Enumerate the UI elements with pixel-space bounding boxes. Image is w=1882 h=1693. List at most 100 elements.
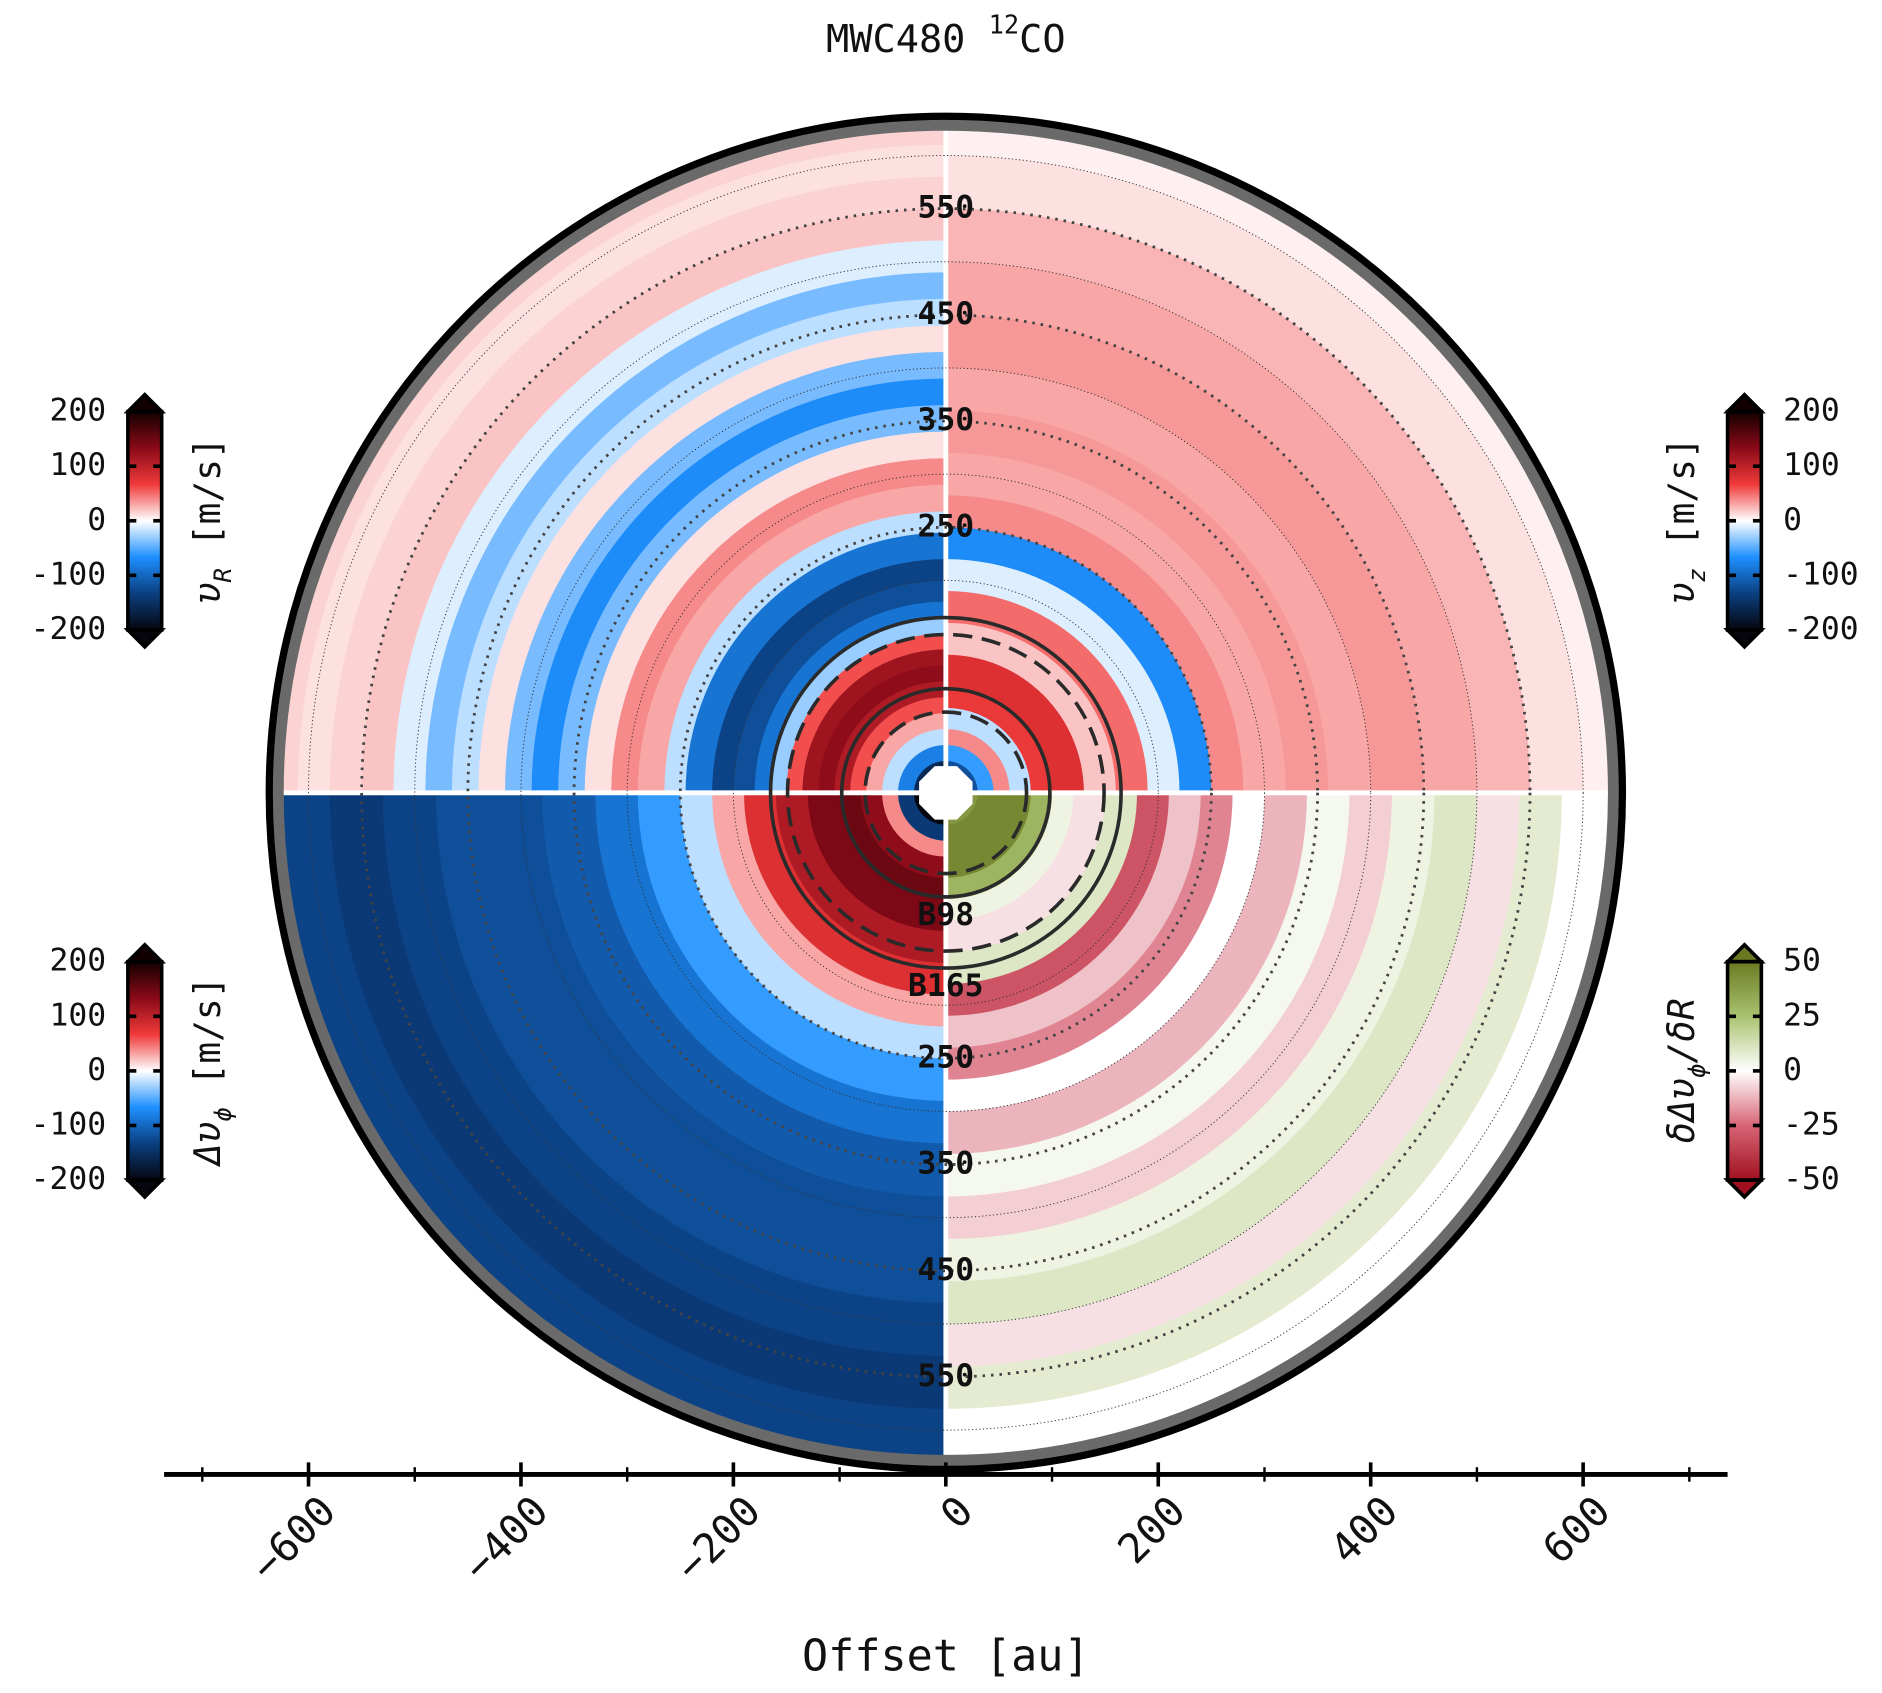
x-tick-label: 0	[931, 1487, 982, 1538]
x-axis-label: Offset [au]	[802, 1632, 1090, 1682]
annulus	[881, 728, 946, 793]
annulus	[382, 792, 946, 1357]
colorbar-tick-label: 0	[1783, 502, 1802, 538]
annulus	[637, 792, 946, 1102]
annulus	[541, 792, 946, 1198]
annulus	[945, 792, 1478, 1325]
grid-circle	[520, 367, 1372, 1219]
x-tick-label: −200	[666, 1487, 770, 1591]
annulus	[945, 314, 1425, 793]
annulus	[711, 558, 946, 793]
x-tick-label: 600	[1533, 1487, 1619, 1573]
colorbar-label-part: Δυ	[186, 1122, 229, 1168]
ring-label: 550	[918, 190, 975, 226]
annulus	[435, 792, 946, 1304]
colorbar-extend-max	[1723, 942, 1766, 964]
colorbar-extend-min	[123, 628, 167, 650]
colorbar-tick-label: 200	[1783, 393, 1840, 429]
colorbar-label-part: [m/s]	[186, 976, 229, 1107]
annulus	[945, 792, 1053, 900]
annulus	[945, 452, 1287, 793]
annulus	[945, 792, 1032, 879]
colorbar-label-part: [m/s]	[1660, 437, 1703, 568]
annulus	[753, 600, 946, 793]
annulus	[945, 654, 1085, 793]
annulus	[945, 261, 1478, 793]
ring-label: 250	[918, 1039, 975, 1075]
annulus	[477, 324, 946, 793]
grid-circle	[308, 155, 1584, 1431]
colorbar-tick-label: -100	[31, 556, 107, 592]
colorbar-tick-label: -100	[31, 1106, 107, 1142]
annulus	[945, 792, 1202, 1049]
colorbar-label: δΔυϕ/δR	[1660, 998, 1711, 1143]
annulus	[945, 792, 1106, 953]
annulus	[392, 239, 946, 793]
x-tick-label: −600	[241, 1487, 345, 1591]
annulus	[637, 484, 946, 793]
annulus	[945, 792, 1563, 1410]
colorbar-label: Δυϕ [m/s]	[186, 976, 237, 1167]
grid-circle	[414, 261, 1478, 1325]
annulus	[610, 457, 946, 793]
annulus	[945, 207, 1531, 793]
annulus	[945, 367, 1372, 793]
annulus	[945, 622, 1117, 793]
colorbar-tick-label: 200	[50, 943, 107, 979]
annulus	[583, 430, 946, 793]
annulus	[504, 351, 946, 793]
x-tick-label: 200	[1109, 1487, 1195, 1573]
annulus	[945, 590, 1149, 793]
annulus	[594, 792, 946, 1145]
colorbar-tick-label: 100	[50, 997, 107, 1033]
ring-label: 450	[918, 296, 975, 332]
title-sup: 12	[989, 10, 1020, 40]
colorbar-label-part: ϕ	[1683, 1064, 1711, 1079]
annulus	[743, 792, 946, 996]
ring-circle	[839, 686, 1052, 899]
annulus	[663, 510, 946, 793]
annulus	[945, 409, 1329, 793]
colorbar-extend-min	[1723, 1178, 1766, 1200]
colorbar-label-part: ϕ	[209, 1107, 237, 1122]
colorbar-tick-label: -200	[31, 611, 107, 647]
annulus	[945, 792, 1075, 921]
colorbar-tick-label: -50	[1783, 1161, 1840, 1197]
annulus	[897, 744, 946, 793]
annulus	[268, 792, 946, 1471]
ring-circle	[768, 615, 1123, 970]
colorbar-tick-label: -25	[1783, 1106, 1840, 1142]
annulus	[945, 792, 1351, 1198]
annulus	[807, 792, 946, 932]
grid-circle	[466, 313, 1426, 1273]
annulus	[897, 792, 946, 842]
annulus	[945, 115, 1624, 793]
colorbar-label: υz [m/s]	[1660, 437, 1711, 604]
colorbar-tick-label: 200	[50, 393, 107, 429]
title-end: CO	[1019, 17, 1065, 62]
annulus	[945, 792, 1393, 1240]
annulus	[732, 579, 946, 793]
ring-label: B98	[918, 897, 975, 933]
annulus	[945, 792, 1521, 1368]
annulus	[945, 792, 1170, 1017]
annulus	[945, 526, 1213, 793]
colorbar-tick-label: 0	[87, 502, 106, 538]
annulus	[801, 648, 946, 793]
annulus	[945, 792, 1234, 1081]
colorbar-label-part: z	[1683, 568, 1711, 583]
colorbar-tick-label: 50	[1783, 943, 1821, 979]
chart-title: MWC480 12CO	[826, 10, 1066, 62]
annulus	[679, 792, 946, 1060]
colorbar-extend-max	[123, 392, 167, 414]
annulus	[849, 696, 946, 793]
annulus	[329, 792, 946, 1410]
annulus	[945, 154, 1584, 793]
colorbar-label: υR [m/s]	[186, 437, 237, 604]
annulus	[865, 712, 946, 793]
colorbar-label-part: [m/s]	[186, 437, 229, 568]
colorbar-tick-label: 25	[1783, 997, 1821, 1033]
ring-label: B165	[908, 968, 984, 1004]
disk-edge	[269, 116, 1623, 1470]
ring-label: 350	[918, 402, 975, 438]
